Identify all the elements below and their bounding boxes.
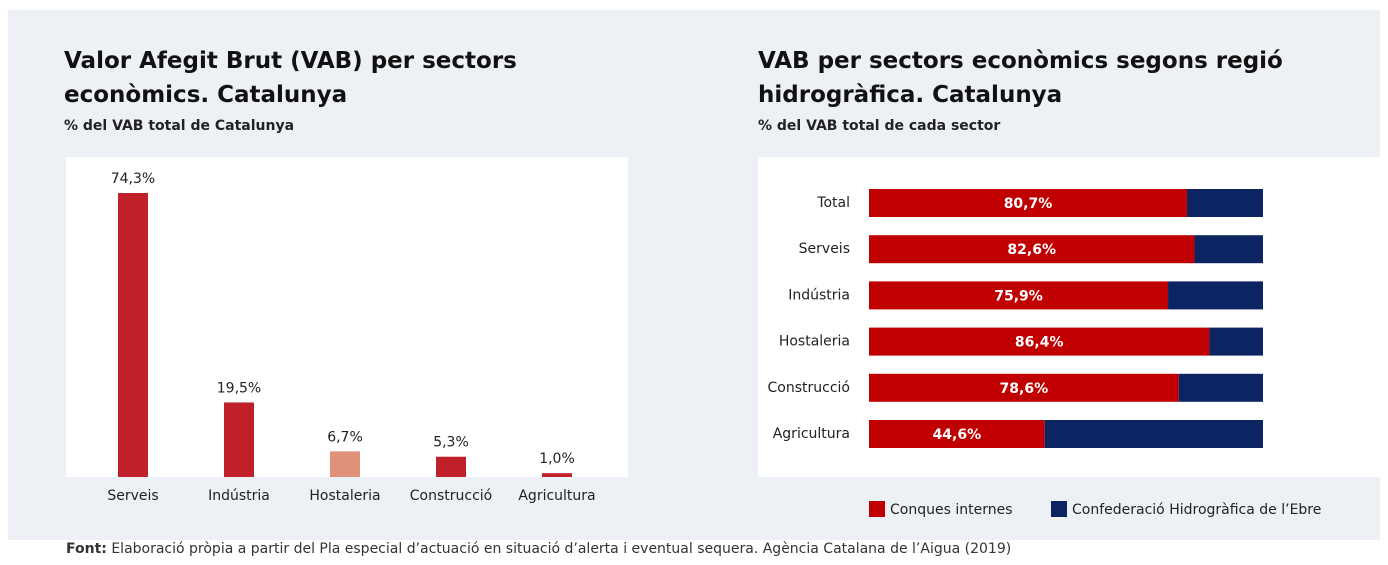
value-label: 86,4% [1015,335,1064,351]
bar-segment [869,327,1210,356]
bar [436,456,466,477]
value-label: 78,6% [1000,381,1049,397]
bar-segment [869,235,1195,264]
value-label: 6,7% [327,429,363,445]
y-tick-label: Total [816,195,850,211]
bar-segment [869,281,1169,310]
y-tick-label: Hostaleria [779,334,850,350]
legend-label: Conques internes [890,502,1013,518]
bar-segment [869,373,1179,402]
legend-swatch [1051,501,1067,517]
x-tick-label: Hostaleria [309,488,380,504]
bar [118,193,148,477]
y-tick-label: Serveis [799,241,850,257]
x-tick-label: Agricultura [518,488,595,504]
bar-segment [1178,373,1263,402]
chart-title: Valor Afegit Brut (VAB) per sectors econ… [64,48,517,108]
bar-segment [1186,189,1263,217]
bar [224,402,254,477]
bar-segment [1168,281,1263,310]
bar-segment [1209,327,1263,356]
value-label: 80,7% [1004,196,1053,212]
legend-swatch [869,501,885,517]
value-label: 19,5% [217,380,261,396]
y-tick-label: Agricultura [773,426,850,442]
bar-segment [869,189,1187,217]
bar-segment [1044,420,1263,448]
x-tick-label: Construcció [410,488,492,504]
value-label: 5,3% [433,435,469,451]
x-tick-label: Indústria [208,488,270,504]
x-tick-label: Serveis [107,488,158,504]
bar-segment [869,420,1045,448]
chart-subtitle: % del VAB total de cada sector [758,118,1001,134]
bar [330,451,360,477]
footer-label: Font: [66,541,107,557]
value-label: 82,6% [1007,242,1056,258]
y-tick-label: Indústria [788,287,850,303]
bar-segment [1194,235,1263,264]
value-label: 1,0% [539,451,575,467]
legend-label: Confederació Hidrogràfica de l’Ebre [1072,502,1321,518]
value-label: 75,9% [994,288,1043,304]
footer: Font: Elaboració pròpia a partir del Pla… [66,541,1011,557]
chart-title: VAB per sectors econòmics segons regió h… [758,48,1283,108]
chart-subtitle: % del VAB total de Catalunya [64,118,295,134]
value-label: 74,3% [111,171,155,187]
footer-text: Elaboració pròpia a partir del Pla espec… [111,541,1012,557]
plot-area [66,157,628,477]
y-tick-label: Construcció [768,380,850,396]
value-label: 44,6% [933,427,982,443]
bar [542,473,572,477]
